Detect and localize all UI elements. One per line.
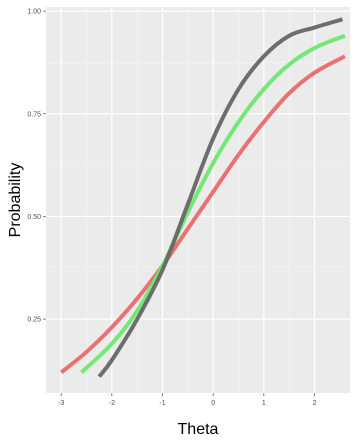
x-tick-label: -1 (159, 400, 165, 407)
y-axis-title: Probability (7, 163, 24, 238)
y-tick-label: 0.50 (27, 214, 41, 221)
x-tick-label: -3 (58, 400, 64, 407)
x-axis-title: Theta (178, 421, 219, 438)
y-tick-label: 1.00 (27, 9, 41, 16)
x-tick-label: 2 (313, 400, 317, 407)
series-line-1 (59, 54, 346, 375)
series-line-3 (97, 17, 343, 378)
x-tick-label: 0 (211, 400, 215, 407)
x-axis-ticks: -3 -2 -1 0 1 2 (58, 393, 317, 407)
x-tick-label: -2 (109, 400, 115, 407)
y-tick-label: 0.75 (27, 111, 41, 118)
panel-background (46, 7, 350, 393)
series-line-2 (80, 33, 346, 374)
y-tick-label: 0.25 (27, 317, 41, 324)
y-axis-ticks: 0.25 0.50 0.75 1.00 (27, 9, 46, 324)
series-layer (59, 17, 346, 378)
x-tick-label: 1 (262, 400, 266, 407)
